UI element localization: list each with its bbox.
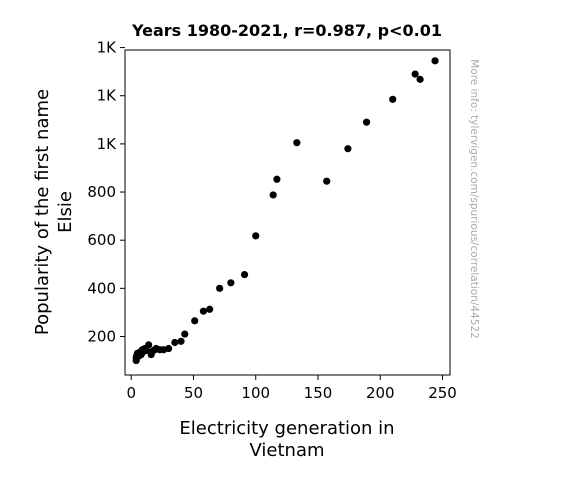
x-tick-label: 0 bbox=[126, 384, 136, 402]
y-tick-label: 400 bbox=[87, 279, 116, 297]
chart-title: Years 1980-2021, r=0.987, p<0.01 bbox=[131, 21, 442, 40]
x-tick-label: 150 bbox=[304, 384, 333, 402]
data-point bbox=[273, 175, 281, 183]
data-point bbox=[164, 344, 173, 353]
x-axis: 0 50 100 150 200 250 bbox=[126, 375, 457, 402]
x-axis-label-line1: Electricity generation in bbox=[179, 418, 394, 439]
x-tick-label: 50 bbox=[184, 384, 203, 402]
data-point bbox=[323, 177, 331, 185]
data-point bbox=[411, 70, 419, 78]
y-tick-label: 1K bbox=[97, 87, 118, 105]
data-point bbox=[145, 341, 153, 349]
data-point bbox=[416, 75, 424, 83]
y-axis: 200 400 600 800 1K 1K 1K bbox=[87, 39, 125, 345]
data-point bbox=[269, 191, 277, 199]
data-point bbox=[177, 337, 185, 345]
y-tick-label: 600 bbox=[87, 231, 116, 249]
data-point bbox=[344, 145, 352, 153]
y-tick-label: 1K bbox=[97, 135, 118, 153]
y-tick-label: 200 bbox=[87, 327, 116, 345]
plot-frame bbox=[124, 49, 451, 376]
data-point bbox=[216, 284, 224, 292]
data-point bbox=[362, 118, 371, 126]
data-point bbox=[431, 57, 439, 65]
y-axis-label-line2: Elsie bbox=[55, 191, 76, 233]
data-point bbox=[191, 317, 199, 325]
x-tick-label: 250 bbox=[428, 384, 457, 402]
y-tick-label: 1K bbox=[97, 39, 118, 57]
data-point bbox=[252, 232, 260, 240]
data-point bbox=[227, 279, 235, 287]
data-point bbox=[206, 305, 214, 313]
data-point bbox=[199, 307, 208, 315]
y-tick-label: 800 bbox=[87, 183, 116, 201]
x-axis-label-line2: Vietnam bbox=[249, 440, 324, 461]
data-points bbox=[132, 57, 439, 365]
y-axis-label-line1: Popularity of the first name bbox=[32, 89, 53, 335]
data-point bbox=[181, 330, 189, 338]
data-point bbox=[142, 346, 150, 355]
data-point bbox=[240, 271, 249, 279]
data-point bbox=[171, 338, 179, 347]
plot-area: 0 50 100 150 200 250 200 400 600 800 1K 1K 1K bbox=[87, 39, 456, 402]
x-tick-label: 200 bbox=[366, 384, 395, 402]
data-point bbox=[389, 95, 397, 103]
watermark-text: More info: tylervigen.com/spurious/corre… bbox=[468, 59, 480, 339]
x-tick-label: 100 bbox=[241, 384, 270, 402]
data-point bbox=[293, 139, 301, 147]
